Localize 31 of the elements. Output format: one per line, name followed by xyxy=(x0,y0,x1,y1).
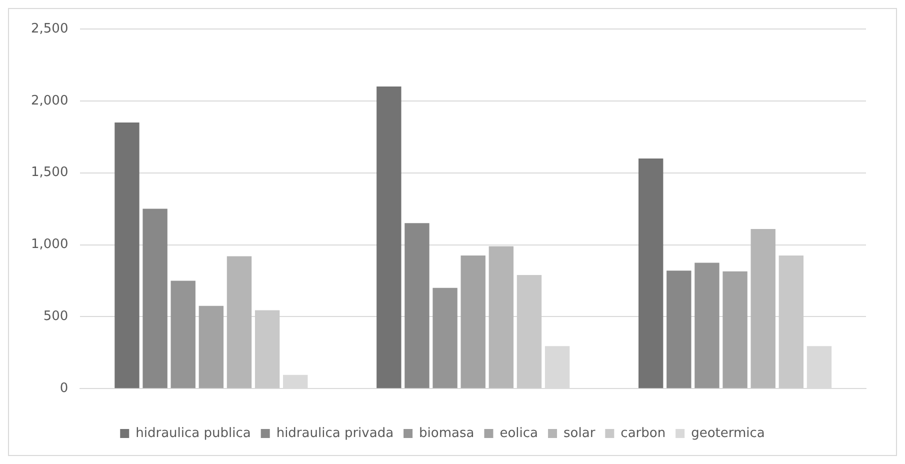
legend-label: carbon xyxy=(620,426,666,441)
y-tick-label: 1,500 xyxy=(31,165,68,180)
legend-label: hidraulica privada xyxy=(276,426,394,441)
y-tick-label: 2,000 xyxy=(31,93,68,108)
y-tick-label: 2,500 xyxy=(31,21,68,36)
bar xyxy=(404,223,430,388)
bar xyxy=(666,270,692,388)
bar xyxy=(694,262,720,388)
bar xyxy=(460,256,486,388)
bar xyxy=(722,271,748,388)
legend-label: biomasa xyxy=(419,426,474,441)
bar xyxy=(488,246,514,388)
bar xyxy=(778,256,804,388)
bar xyxy=(432,288,458,388)
legend-label: hidraulica publica xyxy=(136,426,251,441)
bar xyxy=(198,306,224,388)
y-tick-label: 500 xyxy=(43,309,68,324)
bar xyxy=(170,280,196,388)
bar xyxy=(638,158,664,388)
bar xyxy=(750,228,776,388)
y-tick-label: 1,000 xyxy=(31,237,68,252)
bar xyxy=(114,122,140,388)
bar xyxy=(254,310,280,388)
legend-label: geotermica xyxy=(691,426,765,441)
legend-label: solar xyxy=(564,426,596,441)
bar xyxy=(142,208,168,388)
bar xyxy=(516,274,542,388)
y-tick-label: 0 xyxy=(60,380,68,396)
legend-label: eolica xyxy=(500,426,538,441)
bar xyxy=(226,256,252,388)
bar xyxy=(376,86,402,388)
